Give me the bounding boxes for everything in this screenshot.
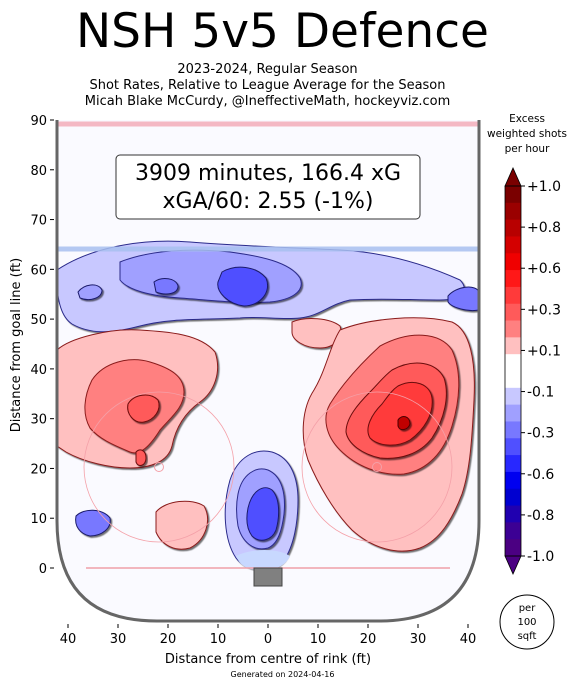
colorbar-swatch [505, 455, 521, 473]
subtitle-author: Micah Blake McCurdy, @IneffectiveMath, h… [84, 94, 451, 109]
contour-blue-lower-left [75, 509, 111, 537]
x-tick-label: 10 [310, 632, 327, 647]
contour-blue-core [217, 266, 268, 307]
rink-markings [55, 120, 481, 623]
summary-line-1: 3909 minutes, 166.4 xG [135, 161, 401, 186]
colorbar-swatch [505, 404, 521, 423]
y-tick-label: 30 [30, 413, 47, 428]
contour-red-lower-left [155, 500, 208, 550]
subtitle-season: 2023-2024, Regular Season [177, 62, 358, 77]
contour-layer [57, 240, 479, 571]
y-tick-label: 70 [30, 214, 47, 229]
y-tick-label: 10 [30, 512, 47, 527]
contour-red-left-core [127, 394, 160, 423]
colorbar-tick-label: +0.8 [527, 220, 561, 236]
rink-boards [55, 120, 481, 623]
colorbar-swatch [505, 505, 521, 523]
summary-box: 3909 minutes, 166.4 xG xGA/60: 2.55 (-1%… [115, 154, 421, 220]
colorbar-tick-label: +0.6 [527, 261, 561, 277]
colorbar-swatch [505, 488, 521, 507]
contour-red-right-core [397, 416, 411, 431]
left-faceoff-dot [154, 462, 164, 472]
colorbar-tick-label: -0.3 [527, 426, 554, 442]
right-faceoff-circle [301, 391, 453, 543]
y-axis-label: Distance from goal line (ft) [9, 258, 24, 432]
colorbar-swatch [505, 471, 521, 490]
colorbar-swatch [505, 253, 521, 271]
goal-net [253, 567, 283, 587]
colorbar-swatch [505, 438, 521, 456]
colorbar-swatch [505, 421, 521, 439]
colorbar-swatch [505, 219, 521, 238]
unit-line-1: per [519, 603, 537, 614]
colorbar-tick-label: -0.6 [527, 467, 554, 483]
x-tick-label: 30 [110, 632, 127, 647]
colorbar-tick-label: -1.0 [527, 549, 554, 565]
left-faceoff-circle [83, 391, 235, 543]
colorbar-tick-label: -0.8 [527, 508, 554, 524]
contour-red-right-l4 [367, 382, 433, 446]
contour-blue-slot-crease [236, 550, 290, 571]
x-tick-label: 10 [210, 632, 227, 647]
colorbar-swatch [505, 303, 521, 322]
colorbar-swatch [505, 354, 521, 372]
colorbar: Excess weighted shots per hour +1.0 +0.8 +… [487, 113, 567, 650]
colorbar-frame [504, 185, 522, 557]
y-tick-label: 90 [30, 114, 47, 129]
colorbar-swatch [505, 387, 521, 406]
colorbar-tick-label: +0.3 [527, 302, 561, 318]
x-tick-label: 30 [410, 632, 427, 647]
summary-line-2: xGA/60: 2.55 (-1%) [163, 189, 374, 214]
subtitle-description: Shot Rates, Relative to League Average f… [89, 78, 446, 93]
right-faceoff-dot [372, 462, 382, 472]
x-tick-label: 20 [360, 632, 377, 647]
unit-line-3: sqft [518, 631, 537, 642]
x-axis-label: Distance from centre of rink (ft) [165, 652, 371, 667]
x-tick-label: 40 [60, 632, 77, 647]
colorbar-top-arrow [504, 167, 522, 187]
colorbar-tick-label: +0.1 [527, 343, 561, 359]
colorbar-swatch [505, 320, 521, 338]
x-tick-label: 20 [160, 632, 177, 647]
colorbar-swatch [505, 186, 521, 204]
colorbar-tick-label: -0.1 [527, 385, 554, 401]
colorbar-swatch [505, 371, 521, 389]
colorbar-title-2: weighted shots [487, 128, 567, 140]
x-tick-label: 0 [264, 632, 272, 647]
y-tick-label: 50 [30, 313, 47, 328]
y-tick-label: 0 [39, 562, 47, 577]
contour-blue-small-b [77, 284, 103, 301]
contour-blue-small-a [153, 278, 179, 295]
unit-line-2: 100 [517, 617, 536, 628]
colorbar-swatch [505, 337, 521, 355]
y-tick-label: 60 [30, 263, 47, 278]
y-axis: 0 10 20 30 40 50 60 70 80 90 [30, 114, 54, 577]
colorbar-swatch [505, 202, 521, 221]
y-tick-label: 80 [30, 164, 47, 179]
unit-circle [499, 594, 555, 650]
y-tick-label: 40 [30, 363, 47, 378]
x-axis: 40 30 20 10 0 10 20 30 40 [60, 624, 477, 647]
colorbar-swatch [505, 270, 521, 288]
colorbar-title-3: per hour [505, 143, 551, 155]
x-tick-label: 40 [460, 632, 477, 647]
colorbar-title-1: Excess [509, 113, 545, 125]
contour-blue-right-edge [447, 286, 479, 311]
colorbar-tick-label: +1.0 [527, 179, 561, 195]
chart-title: NSH 5v5 Defence [76, 4, 489, 59]
y-tick-label: 20 [30, 462, 47, 477]
contour-blue-slot-core [246, 487, 280, 541]
colorbar-swatch [505, 539, 521, 557]
colorbar-swatch [505, 286, 521, 305]
colorbar-bottom-arrow [504, 555, 522, 575]
generated-date: Generated on 2024-04-16 [230, 670, 335, 679]
colorbar-swatch [505, 522, 521, 540]
colorbar-swatch [505, 236, 521, 254]
contour-red-left-drip [135, 449, 147, 466]
